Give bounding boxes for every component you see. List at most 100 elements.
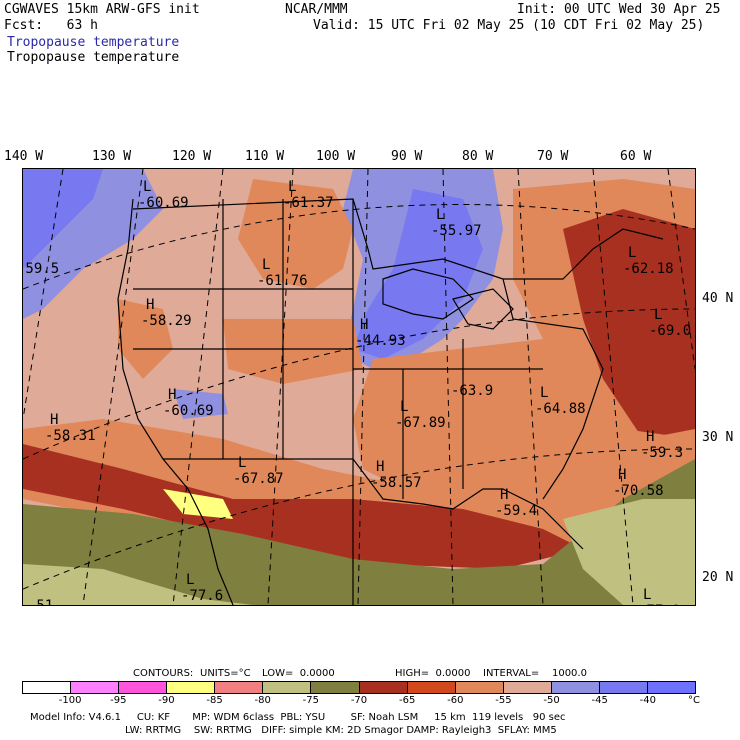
center-letter: L (143, 179, 151, 195)
colorbar (22, 681, 696, 694)
colorbar-segment (263, 682, 312, 693)
lon-label: 110 W (245, 149, 285, 164)
center-letter: L (238, 455, 246, 471)
colorbar-segment (599, 682, 649, 693)
center-letter: H (146, 297, 154, 313)
center-letter: L (628, 245, 636, 261)
center-letter: L (262, 257, 270, 273)
colorbar-segment (23, 682, 72, 693)
colorbar-tick-label: -60 (447, 695, 464, 706)
center-value: -69.0 (649, 323, 691, 339)
field-shading (118, 299, 173, 379)
lat-label: 30 N (702, 430, 734, 445)
center-value: -59.3 (641, 445, 683, 461)
colorbar-segment (455, 682, 504, 693)
center-letter: L (288, 179, 296, 195)
contours-interval: INTERVAL= 1000.0 (483, 668, 587, 679)
colorbar-tick-label: -90 (158, 695, 175, 706)
colorbar-tick-label: -40 (639, 695, 657, 706)
colorbar-segment (119, 682, 168, 693)
center-value: -64.88 (535, 401, 586, 417)
model-info: Model Info: V4.6.1 CU: KF MP: WDM 6class… (30, 712, 566, 723)
colorbar-tick-label: -65 (398, 695, 416, 706)
center-letter: H (360, 317, 368, 333)
colorbar-tick-label: -70 (350, 695, 368, 706)
lat-label: 40 N (702, 291, 734, 306)
field-shading (563, 209, 695, 439)
graticule (23, 169, 695, 605)
model-physics: LW: RRTMG SW: RRTMG DIFF: simple KM: 2D … (125, 725, 557, 736)
field-shading (23, 564, 253, 605)
colorbar-tick-label: -95 (110, 695, 127, 706)
colorbar-segment (407, 682, 456, 693)
center-letter: L (186, 572, 194, 588)
colorbar-tick-label: -45 (591, 695, 608, 706)
contours-low: LOW= 0.0000 (262, 668, 335, 679)
center-letter: H (168, 387, 176, 403)
colorbar-segment (359, 682, 408, 693)
coastlines (117, 198, 664, 605)
center-letter: L (540, 385, 548, 401)
center-value: -51 (28, 598, 53, 605)
lon-label: 60 W (620, 149, 652, 164)
tropopause-temperature-map: L-60.69L-61.37L-55.97-59.5L-61.76L-62.18… (22, 168, 696, 606)
forecast-hour: Fcst: 63 h (4, 18, 98, 33)
field-shading (238, 179, 353, 289)
colorbar-segment (215, 682, 264, 693)
contours-high: HIGH= 0.0000 (395, 668, 471, 679)
center-value: -63.9 (451, 383, 493, 399)
lon-label: 70 W (537, 149, 569, 164)
colorbar-segment (71, 682, 120, 693)
colorbar-tick-label: -50 (543, 695, 560, 706)
contours-label: CONTOURS: (133, 668, 194, 679)
center-letter: L (436, 207, 444, 223)
center-letter: H (50, 412, 58, 428)
lon-label: 130 W (92, 149, 132, 164)
center-value: -61.76 (257, 273, 308, 289)
center-value: -59.4 (495, 503, 537, 519)
colorbar-tick-label: -75 (302, 695, 320, 706)
field-shading (353, 189, 483, 359)
colorbar-segment (167, 682, 216, 693)
colorbar-segment (648, 682, 696, 693)
model-title: CGWAVES 15km ARW-GFS init (4, 2, 200, 17)
center-value: -60.69 (138, 195, 189, 211)
center-letter: H (618, 467, 626, 483)
field-title-shaded: Tropopause temperature (7, 35, 180, 50)
lon-label: 80 W (462, 149, 494, 164)
colorbar-segment (551, 682, 600, 693)
field-shading (23, 169, 103, 269)
center-value: -58.29 (141, 313, 192, 329)
center-value: -61.37 (283, 195, 334, 211)
center-value: -67.87 (233, 471, 284, 487)
org-label: NCAR/MMM (285, 2, 348, 17)
center-letter: H (376, 459, 384, 475)
center-letter: L (643, 587, 651, 603)
lon-label: 100 W (316, 149, 356, 164)
lon-label: 120 W (172, 149, 212, 164)
pressure-center-labels: L-60.69L-61.37L-55.97-59.5L-61.76L-62.18… (23, 179, 691, 605)
center-value: -77.6 (181, 588, 223, 604)
colorbar-tick-label: -85 (206, 695, 223, 706)
contours-units: UNITS=°C (200, 668, 251, 679)
colorbar-tick-label: °C (688, 695, 700, 706)
center-letter: L (654, 307, 662, 323)
center-value: -59.5 (23, 261, 59, 277)
center-letter: L (400, 399, 408, 415)
lat-label: 20 N (702, 570, 734, 585)
center-value: -67.89 (395, 415, 446, 431)
center-value: -58.31 (45, 428, 96, 444)
field-shading (173, 389, 228, 419)
colorbar-tick-label: -100 (58, 695, 82, 706)
center-value: -60.69 (163, 403, 214, 419)
center-value: -58.57 (371, 475, 422, 491)
valid-time: Valid: 15 UTC Fri 02 May 25 (10 CDT Fri … (313, 18, 705, 33)
field-title-contour: Tropopause temperature (7, 50, 180, 65)
map-canvas: L-60.69L-61.37L-55.97-59.5L-61.76L-62.18… (23, 169, 695, 605)
center-letter: H (646, 429, 654, 445)
colorbar-segment (311, 682, 360, 693)
colorbar-tick-label: -55 (495, 695, 512, 706)
field-shading (563, 499, 695, 605)
lon-label: 140 W (4, 149, 44, 164)
center-value: -77.0 (638, 603, 680, 605)
